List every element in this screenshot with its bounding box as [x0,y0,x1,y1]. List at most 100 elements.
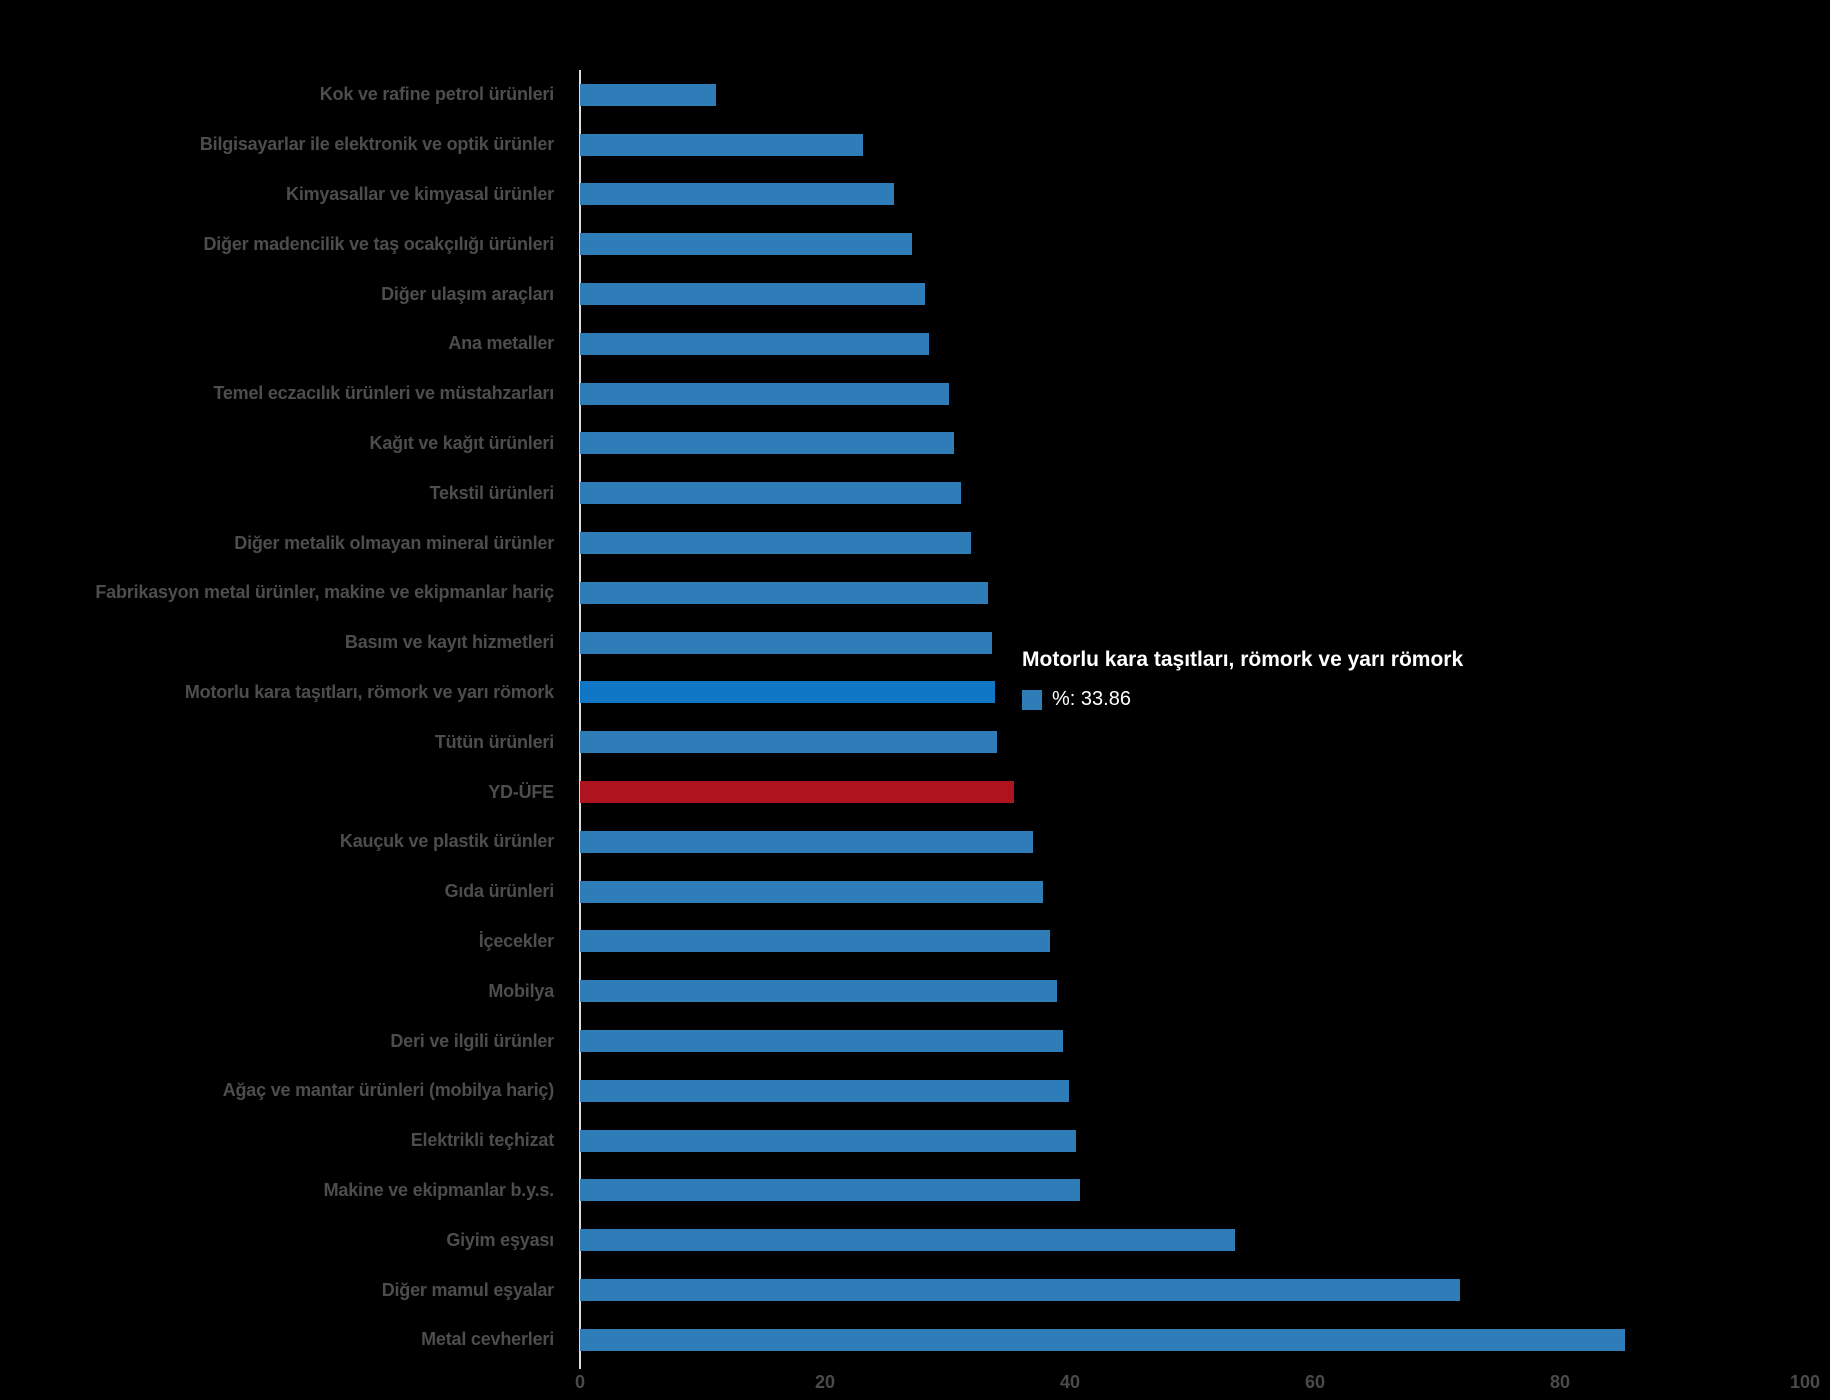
category-label: Deri ve ilgili ürünler [390,1030,554,1051]
bar-row: Deri ve ilgili ürünler [0,1016,1805,1066]
bar-row: Tekstil ürünleri [0,468,1805,518]
bar-row: Ana metaller [0,319,1805,369]
bar[interactable] [580,1079,1069,1102]
category-label: Diğer ulaşım araçları [381,283,554,304]
category-label: Kok ve rafine petrol ürünleri [319,84,554,105]
bar-track [580,1315,1805,1365]
bar-row: Kok ve rafine petrol ürünleri [0,70,1805,120]
bar-track [580,717,1805,767]
category-label: Ağaç ve mantar ürünleri (mobilya hariç) [222,1080,555,1101]
bar-row: Makine ve ekipmanlar b.y.s. [0,1166,1805,1216]
category-label: Fabrikasyon metal ürünler, makine ve eki… [95,582,554,603]
category-label: Giyim eşyası [446,1229,554,1250]
category-label: Basım ve kayıt hizmetleri [344,632,554,653]
bar-row: Kağıt ve kağıt ürünleri [0,419,1805,469]
bar-row: Mobilya [0,966,1805,1016]
category-label: Tütün ürünleri [434,731,554,752]
category-label: Tekstil ürünleri [429,482,555,503]
x-tick-label: 20 [814,1372,836,1392]
bar[interactable] [580,930,1051,953]
bar[interactable] [580,83,716,106]
bar[interactable] [580,880,1044,903]
bar-row: YD-ÜFE [0,767,1805,817]
bar[interactable] [580,830,1034,853]
category-label: İçecekler [478,930,554,951]
bar[interactable] [580,332,930,355]
bar[interactable] [580,1279,1460,1302]
bar[interactable] [580,482,961,505]
bar[interactable] [580,532,971,555]
category-label: Diğer madencilik ve taş ocakçılığı ürünl… [203,233,554,254]
bar[interactable] [580,283,926,306]
category-label: Ana metaller [448,333,554,354]
category-label: Mobilya [488,980,554,1001]
bar-track [580,668,1805,718]
tooltip-value: %: 33.86 [1052,688,1131,710]
bar[interactable] [580,581,988,604]
category-label: Diğer metalik olmayan mineral ürünler [234,532,554,553]
bar-track [580,419,1805,469]
bar-track [580,917,1805,967]
bar-row: İçecekler [0,917,1805,967]
category-label: Kauçuk ve plastik ürünler [339,831,554,852]
tooltip: Motorlu kara taşıtları, römork ve yarı r… [1022,648,1463,711]
tooltip-value-row: %: 33.86 [1022,688,1463,711]
bar-row: Kauçuk ve plastik ürünler [0,817,1805,867]
category-label: Temel eczacılık ürünleri ve müstahzarlar… [213,383,554,404]
x-tick-label: 40 [1059,1372,1081,1392]
bar[interactable] [580,1229,1236,1252]
bar-track [580,1215,1805,1265]
bar-track [580,817,1805,867]
series-color-swatch [1022,689,1042,710]
category-label: Gıda ürünleri [444,881,555,902]
bar-track [580,369,1805,419]
bar-track [580,1066,1805,1116]
bar[interactable] [580,133,863,156]
bar-track [580,269,1805,319]
bar-row: Bilgisayarlar ile elektronik ve optik ür… [0,120,1805,170]
x-tick-label: 60 [1304,1372,1326,1392]
bar[interactable] [580,183,895,206]
bar[interactable] [580,382,949,405]
bar-track [580,1265,1805,1315]
x-axis-ticks: 0 20 40 60 80 100 [575,1372,1820,1398]
bar-track [580,966,1805,1016]
bar[interactable] [580,731,997,754]
category-label: YD-ÜFE [488,781,554,802]
category-label: Makine ve ekipmanlar b.y.s. [323,1179,555,1200]
bar-row: Metal cevherleri [0,1315,1805,1365]
bar[interactable] [580,1328,1625,1351]
category-label: Motorlu kara taşıtları, römork ve yarı r… [184,681,554,702]
bar-track [580,170,1805,220]
x-tick-label: 0 [574,1372,586,1392]
bar-row: Tütün ürünleri [0,717,1805,767]
bar[interactable] [580,1179,1080,1202]
bar-row: Diğer madencilik ve taş ocakçılığı ürünl… [0,219,1805,269]
bar[interactable] [580,980,1057,1003]
bar[interactable] [580,432,954,455]
bar[interactable] [580,781,1014,804]
category-label: Elektrikli teçhizat [410,1130,554,1151]
bar[interactable] [580,1129,1077,1152]
bar-rows: Kok ve rafine petrol ürünleri Bilgisayar… [0,70,1805,1365]
bar[interactable] [580,233,912,256]
bar-row: Diğer mamul eşyalar [0,1265,1805,1315]
bar-row: Motorlu kara taşıtları, römork ve yarı r… [0,668,1805,718]
bar-track [580,618,1805,668]
bar-track [580,767,1805,817]
bar-row: Gıda ürünleri [0,867,1805,917]
bar[interactable] [580,681,995,704]
bar-row: Basım ve kayıt hizmetleri [0,618,1805,668]
bar-track [580,1116,1805,1166]
bar-track [580,468,1805,518]
bar[interactable] [580,631,992,654]
bar-track [580,120,1805,170]
bar-row: Diğer metalik olmayan mineral ürünler [0,518,1805,568]
x-tick-label: 100 [1789,1372,1821,1392]
bar[interactable] [580,1030,1063,1053]
bar-track [580,319,1805,369]
bar-row: Fabrikasyon metal ürünler, makine ve eki… [0,568,1805,618]
bar-row: Diğer ulaşım araçları [0,269,1805,319]
bar-row: Kimyasallar ve kimyasal ürünler [0,170,1805,220]
